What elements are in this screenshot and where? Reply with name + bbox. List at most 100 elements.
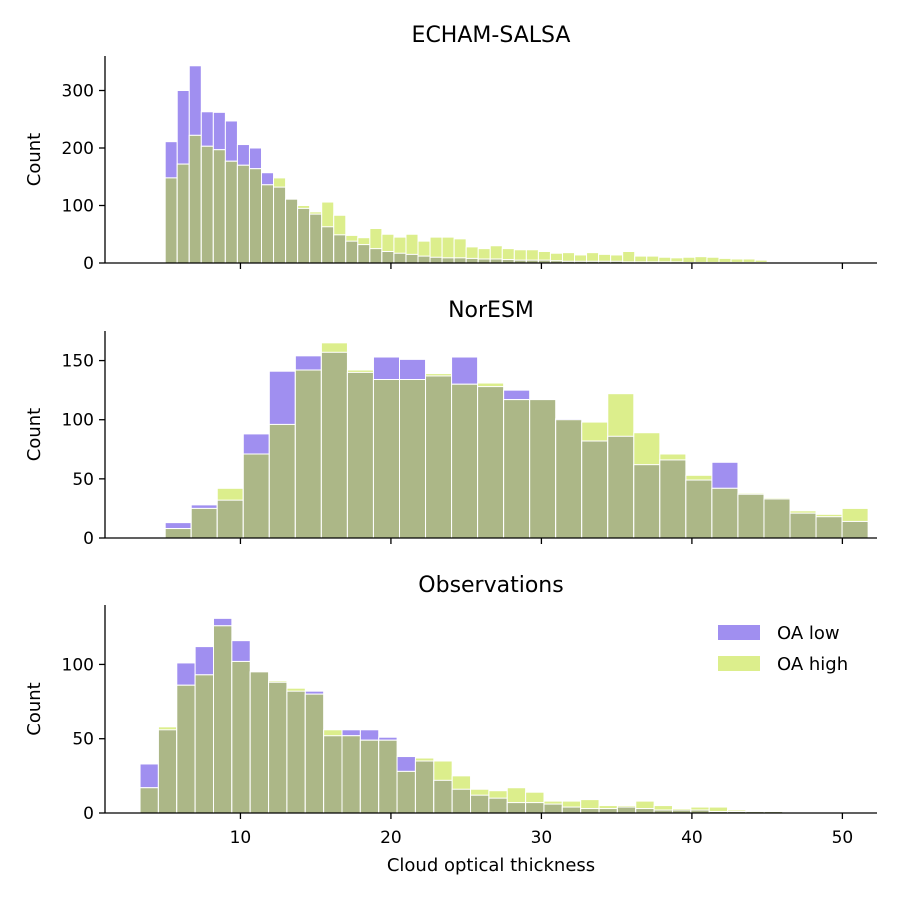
bar-overlap [139, 787, 159, 814]
legend: OA low OA high [718, 623, 848, 675]
y-axis-label: Count [24, 133, 45, 186]
bar-overlap [216, 499, 244, 539]
y-tick-label: 100 [62, 197, 94, 217]
bar-overlap [425, 375, 453, 539]
bar-overlap [635, 808, 655, 814]
bar-overlap [581, 440, 609, 539]
y-tick-label: 150 [62, 352, 94, 372]
bar-overlap [249, 671, 270, 814]
panel-title: Observations [418, 573, 563, 598]
bar-overlap [543, 803, 563, 814]
bar-overlap [188, 134, 202, 264]
bar-overlap [433, 779, 453, 814]
bar-overlap [309, 213, 323, 264]
bar-overlap [616, 806, 637, 814]
bar-overlap [164, 528, 192, 539]
bar-overlap [737, 493, 765, 539]
bar-overlap [429, 256, 443, 264]
bar-overlap [633, 464, 661, 539]
panel-observations: Observations 0 50 100 10 20 30 40 50 Count [24, 573, 877, 848]
bar-overlap [414, 760, 435, 814]
bar-overlap [417, 255, 431, 264]
bar-overlap [451, 788, 472, 814]
bar-overlap [236, 164, 250, 264]
bar-overlap [157, 729, 178, 814]
bar-overlap [369, 248, 383, 264]
y-tick-label: 100 [62, 655, 94, 675]
bar-overlap [453, 257, 467, 264]
bar-overlap [323, 735, 343, 814]
bar-overlap [561, 806, 582, 814]
bar-oa-high [622, 251, 636, 264]
bar-overlap [248, 168, 263, 264]
bar-overlap [580, 808, 600, 814]
bar-overlap [341, 735, 361, 814]
y-tick-label: 200 [62, 139, 94, 159]
bar-overlap [164, 177, 178, 264]
bar-overlap [789, 512, 817, 539]
bar-overlap [506, 802, 527, 814]
bar-overlap [763, 498, 791, 539]
y-tick-label: 300 [62, 82, 94, 102]
panel-title: NorESM [448, 298, 534, 323]
bar-overlap [470, 794, 490, 814]
bar-overlap [381, 251, 395, 264]
bar-overlap [304, 693, 325, 814]
bar-overlap [320, 351, 348, 539]
x-tick-label: 30 [531, 828, 553, 848]
legend-swatch [718, 625, 760, 640]
bar-overlap [465, 257, 479, 264]
y-tick-label: 50 [72, 730, 94, 750]
bar-overlap [405, 253, 419, 264]
x-tick-label: 20 [380, 828, 402, 848]
bar-overlap [261, 184, 275, 264]
bar-overlap [194, 674, 215, 814]
panel-title: ECHAM-SALSA [412, 23, 571, 48]
x-axis-label: Cloud optical thickness [387, 855, 595, 876]
bar-overlap [273, 186, 287, 264]
bar-overlap [488, 797, 508, 814]
y-axis-label: Count [24, 682, 45, 735]
bar-overlap [297, 207, 311, 264]
x-tick-label: 50 [832, 828, 854, 848]
legend-label: OA low [777, 623, 840, 644]
bar-overlap [451, 383, 479, 539]
bar-overlap [213, 625, 233, 814]
x-tick-label: 10 [230, 828, 252, 848]
bar-overlap [555, 419, 583, 539]
y-axis-label: Count [24, 408, 45, 461]
bar-overlap [529, 399, 557, 539]
bar-overlap [200, 145, 214, 264]
bar-overlap [503, 399, 531, 539]
bar-overlap [231, 660, 251, 814]
bar-overlap [224, 160, 238, 264]
bar-overlap [286, 690, 306, 814]
panel-noresm: NorESM 0 50 100 150 Count [24, 298, 877, 549]
y-tick-label: 50 [72, 470, 94, 490]
bar-overlap [659, 459, 687, 539]
bar-overlap [242, 453, 270, 539]
bar-overlap [393, 252, 407, 264]
bar-overlap [357, 244, 371, 264]
bar-overlap [333, 234, 347, 264]
bar-overlap [346, 371, 374, 539]
y-tick-label: 100 [62, 411, 94, 431]
bar-overlap [607, 435, 635, 539]
bar-overlap [378, 739, 398, 814]
y-tick-label: 0 [83, 529, 94, 549]
bar-overlap [841, 520, 869, 539]
bar-overlap [176, 684, 196, 814]
bar-overlap [399, 378, 427, 539]
bar-overlap [815, 516, 843, 539]
y-tick-label: 0 [83, 804, 94, 824]
bar-overlap [685, 479, 713, 539]
legend-swatch [718, 656, 760, 671]
bar-overlap [212, 149, 226, 264]
bar-overlap [359, 739, 380, 814]
bar-overlap [285, 198, 299, 264]
bar-overlap [268, 681, 288, 814]
bar-overlap [294, 369, 322, 539]
bar-overlap [711, 487, 739, 539]
bar-overlap [190, 507, 218, 539]
